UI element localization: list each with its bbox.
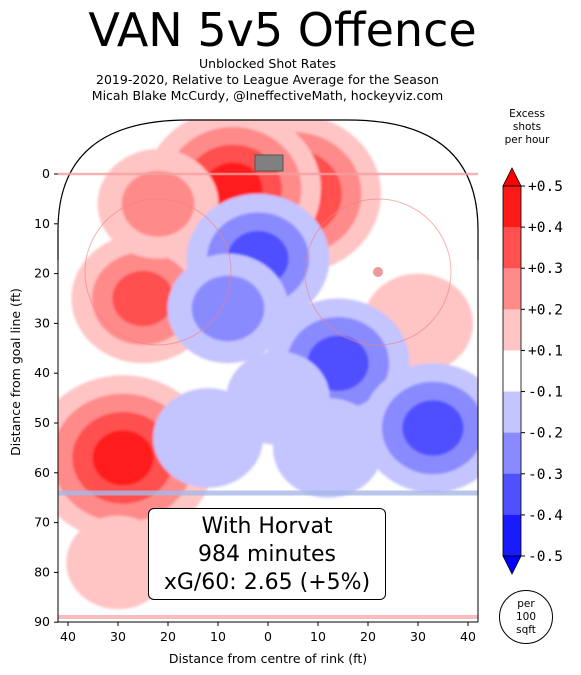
colorbar-segment	[503, 350, 521, 393]
colorbar-top-arrow	[502, 167, 522, 187]
y-axis-label: Distance from goal line (ft)	[8, 288, 23, 456]
unit-line-3: sqft	[516, 624, 536, 636]
y-axis: 0 10 20 30 40 50 60 70 80 90	[34, 166, 58, 629]
colorbar-tick-label: +0.5	[528, 179, 563, 195]
y-tick-label: 70	[34, 515, 50, 530]
chart-subtitle-season: 2019-2020, Relative to League Average fo…	[96, 72, 439, 87]
y-tick-label: 10	[34, 216, 50, 231]
heatmap-contour	[402, 400, 464, 456]
x-tick-label: 40	[460, 629, 476, 644]
y-tick-label: 80	[34, 564, 50, 579]
colorbar-tick-label: +0.2	[528, 302, 563, 318]
colorbar-segment	[503, 227, 521, 269]
faceoff-circle-left	[84, 198, 232, 346]
heatmap-contour	[66, 515, 170, 610]
y-tick-label: 40	[34, 365, 50, 380]
heatmap-contour	[112, 270, 174, 327]
x-tick-label: 30	[110, 629, 126, 644]
y-tick-label: 90	[34, 614, 50, 629]
colorbar-segment	[503, 268, 521, 310]
x-tick-label: 10	[310, 629, 326, 644]
colorbar-tick-label: -0.1	[528, 385, 563, 401]
x-tick-label: 10	[210, 629, 226, 644]
colorbar-title: Excess shots per hour	[496, 108, 558, 147]
x-tick-label: 40	[60, 629, 76, 644]
colorbar-segment	[503, 186, 521, 228]
colorbar-bottom-arrow	[502, 555, 522, 575]
colorbar-tick-label: -0.4	[528, 508, 563, 524]
x-tick-label: 0	[264, 629, 272, 644]
colorbar-tick-label: -0.5	[528, 549, 563, 565]
colorbar-segment	[503, 514, 521, 557]
colorbar-tick-label: -0.2	[528, 426, 563, 442]
unit-line-1: per	[517, 598, 535, 610]
colorbar-tick-label: -0.3	[528, 467, 563, 483]
heatmap-contour	[153, 388, 263, 488]
colorbar-title-line-1: Excess	[509, 108, 545, 120]
unit-line-2: 100	[515, 611, 537, 623]
colorbar-frame	[502, 185, 522, 557]
heatmap-contour	[191, 275, 265, 342]
x-axis: 40 30 20 10 0 10 20 30 40	[60, 622, 476, 644]
colorbar: +0.5 +0.4 +0.3 +0.2 +0.1 -0.1 -0.2 -0.3 -0.4 -0.5	[502, 167, 563, 575]
annotation-xg: xG/60: 2.65 (+5%)	[163, 570, 371, 595]
goal-net	[254, 154, 284, 172]
x-axis-label: Distance from centre of rink (ft)	[169, 651, 367, 666]
colorbar-segment	[503, 309, 521, 351]
rink-boards	[57, 119, 479, 260]
heatmap-contour	[92, 430, 154, 486]
colorbar-tick-label: +0.3	[528, 261, 563, 277]
y-tick-label: 50	[34, 415, 50, 430]
y-tick-label: 30	[34, 315, 50, 330]
annotation-minutes: 984 minutes	[197, 542, 337, 567]
y-tick-label: 20	[34, 266, 50, 281]
annotation-box: With Horvat 984 minutes xG/60: 2.65 (+5%…	[148, 508, 386, 600]
faceoff-circle-right	[304, 198, 452, 346]
chart-subtitle-author: Micah Blake McCurdy, @IneffectiveMath, h…	[91, 88, 444, 103]
colorbar-title-line-3: per hour	[504, 134, 550, 146]
y-tick-label: 60	[34, 465, 50, 480]
annotation-player: With Horvat	[201, 514, 333, 539]
colorbar-segment	[503, 391, 521, 434]
colorbar-title-line-2: shots	[512, 121, 542, 133]
x-tick-label: 20	[160, 629, 176, 644]
chart-title: VAN 5v5 Offence	[88, 3, 477, 57]
colorbar-tick-label: +0.1	[528, 343, 563, 359]
y-tick-label: 0	[42, 166, 50, 181]
colorbar-segment	[503, 473, 521, 516]
colorbar-segment	[503, 432, 521, 475]
chart-subtitle-metric: Unblocked Shot Rates	[199, 56, 336, 71]
x-tick-label: 20	[360, 629, 376, 644]
faceoff-dot-right	[373, 267, 383, 277]
heatmap-contour	[121, 171, 195, 237]
colorbar-tick-label: +0.4	[528, 220, 563, 236]
heatmap-layer	[58, 120, 478, 610]
unit-badge: per 100 sqft	[499, 590, 553, 644]
x-tick-label: 30	[410, 629, 426, 644]
